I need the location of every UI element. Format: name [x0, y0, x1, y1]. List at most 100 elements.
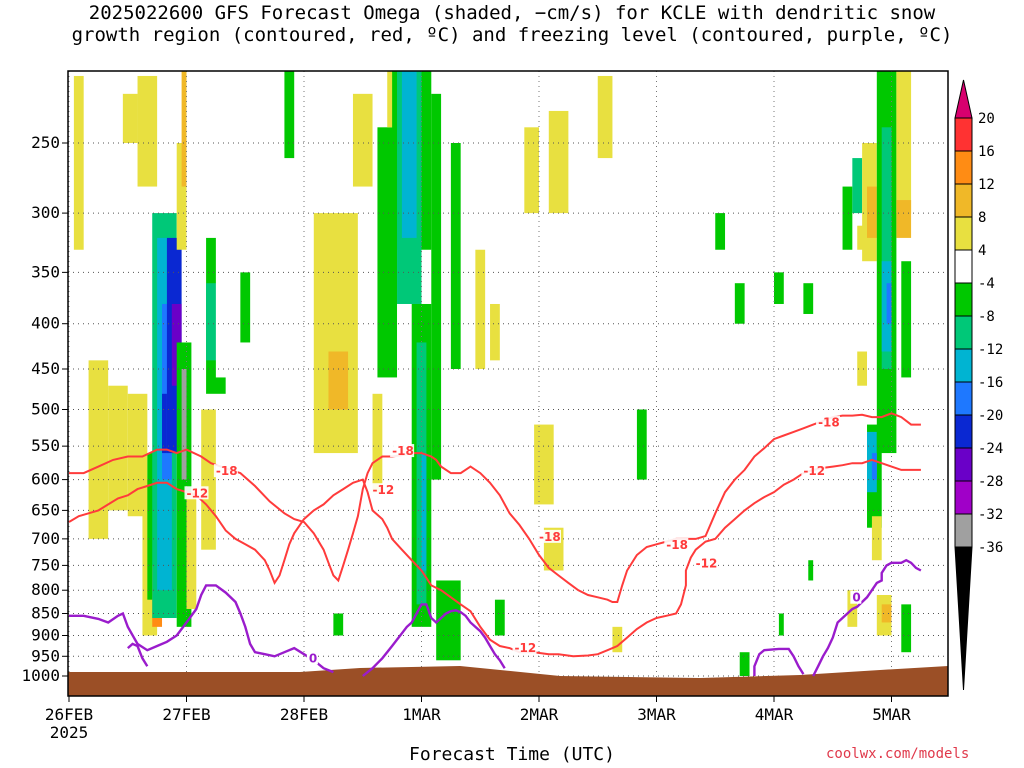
- omega-cell-39: [421, 453, 427, 571]
- omega-cell-43: [475, 249, 486, 369]
- omega-cell-56: [739, 652, 750, 676]
- omega-cell-24: [215, 186, 236, 378]
- dgz-contour-1: [68, 458, 921, 658]
- colorbar: 20 16 12 8 4 -4 -8 -12 -16 -20 -24 -28 -32 -36: [954, 79, 1003, 691]
- y-axis-ticks: 250 300 350 400 450 500 550 600 650 700 750 800 850 9…: [21, 133, 68, 685]
- x-tick-label: 27FEB: [162, 705, 210, 724]
- dgz-label-6: -12: [696, 556, 718, 570]
- omega-cell-70: [871, 453, 877, 480]
- omega-cell-17: [176, 143, 187, 250]
- freezing-contour-0: [69, 584, 334, 674]
- x-tick-label: 5MAR: [872, 705, 911, 724]
- colorbar-label: -16: [978, 375, 1003, 391]
- y-tick-label: 700: [31, 529, 60, 548]
- y-tick-label: 300: [31, 203, 60, 222]
- y-tick-label: 600: [31, 470, 60, 489]
- title-line-1: 2025022600 GFS Forecast Omega (shaded, −…: [88, 2, 936, 24]
- omega-cell-1: [69, 303, 79, 661]
- colorbar-label: 8: [978, 210, 986, 226]
- omega-cell-73: [881, 127, 892, 369]
- y-tick-label: 1000: [21, 666, 60, 685]
- ground: [68, 666, 948, 696]
- omega-cell-48: [548, 110, 569, 214]
- omega-cell-30: [352, 93, 373, 187]
- omega-cell-3: [108, 385, 128, 511]
- dgz-label-bg: [693, 556, 718, 570]
- colorbar-swatch: [954, 183, 973, 218]
- omega-cell-67: [867, 186, 877, 238]
- x-tick-year: 2025: [50, 723, 89, 742]
- omega-cell-28: [328, 351, 349, 410]
- dgz-label-bg: [801, 464, 826, 478]
- title-line-2: growth region (contoured, red, ºC) and f…: [71, 24, 953, 46]
- y-tick-label: 900: [31, 625, 60, 644]
- colorbar-label: 20: [978, 111, 995, 127]
- omega-shading: [69, 71, 912, 676]
- omega-cell-80: [881, 604, 892, 623]
- omega-cell-27: [313, 213, 358, 454]
- dgz-label-bg: [537, 529, 561, 543]
- x-axis-label: Forecast Time (UTC): [409, 744, 615, 765]
- chart-title: 2025022600 GFS Forecast Omega (shaded, −…: [0, 2, 1024, 46]
- omega-cell-76: [896, 71, 912, 214]
- y-tick-label: 400: [31, 314, 60, 333]
- dgz-label-4: -18: [539, 530, 561, 544]
- y-tick-label: 750: [31, 555, 60, 574]
- omega-cell-2: [88, 360, 109, 539]
- freezing-contour-3: [753, 647, 805, 676]
- colorbar-label: -32: [978, 507, 1003, 523]
- freezing-level-contours: 00: [69, 558, 922, 677]
- omega-cell-62: [852, 158, 863, 214]
- freezing-label-1: 0: [852, 591, 860, 605]
- x-axis-ticks: 26FEB 27FEB 28FEB 1MAR 2MAR 3MAR 4MAR 5MAR 2025: [45, 696, 911, 742]
- dgz-contours: -18 -12 -18 -12 -18 -18 -12 -12 -18 -12: [68, 412, 921, 658]
- omega-cell-77: [896, 200, 912, 238]
- y-tick-label: 350: [31, 262, 60, 281]
- omega-cell-18: [181, 71, 187, 187]
- colorbar-swatch: [954, 513, 973, 548]
- colorbar-label: -24: [978, 441, 1003, 457]
- omega-cell-19: [181, 368, 187, 480]
- colorbar-swatch: [954, 414, 973, 449]
- omega-cell-51: [612, 626, 623, 653]
- colorbar-swatch: [954, 447, 973, 482]
- colorbar-label: -20: [978, 408, 1003, 424]
- colorbar-label: 4: [978, 243, 986, 259]
- colorbar-label: -12: [978, 342, 1003, 358]
- dgz-label-5: -18: [666, 538, 688, 552]
- omega-cell-40: [431, 93, 442, 480]
- colorbar-bottom-arrow: [954, 546, 973, 691]
- omega-cell-59: [803, 283, 814, 314]
- omega-cell-29: [333, 613, 344, 636]
- omega-cell-45: [490, 303, 500, 361]
- omega-cell-75: [886, 283, 892, 324]
- dgz-label-3: -12: [373, 483, 395, 497]
- x-tick-label: 4MAR: [755, 705, 794, 724]
- omega-cell-71: [871, 516, 882, 561]
- freezing-contour-4: [812, 558, 922, 677]
- colorbar-swatch: [954, 315, 973, 350]
- freezing-contour-1: [127, 642, 149, 667]
- omega-cell-52: [636, 409, 647, 480]
- y-tick-label: 800: [31, 580, 60, 599]
- freezing-contour-2: [362, 603, 506, 677]
- dgz-label-bg: [184, 486, 209, 500]
- omega-cell-57: [774, 272, 784, 304]
- colorbar-swatch: [954, 480, 973, 515]
- omega-cell-0: [73, 75, 84, 250]
- dgz-label-bg: [664, 538, 689, 552]
- omega-cell-50: [597, 75, 613, 159]
- omega-cell-6: [137, 75, 158, 187]
- omega-cell-54: [715, 213, 726, 250]
- dgz-label-bg: [512, 641, 537, 655]
- omega-cell-53: [646, 93, 657, 159]
- dgz-label-8: -18: [818, 416, 840, 430]
- colorbar-swatch: [954, 348, 973, 383]
- y-tick-label: 250: [31, 133, 60, 152]
- colorbar-label: -4: [978, 276, 995, 292]
- dgz-label-1: -12: [187, 486, 209, 500]
- omega-cell-81: [901, 604, 912, 653]
- omega-cell-69: [867, 431, 877, 493]
- x-tick-label: 3MAR: [637, 705, 676, 724]
